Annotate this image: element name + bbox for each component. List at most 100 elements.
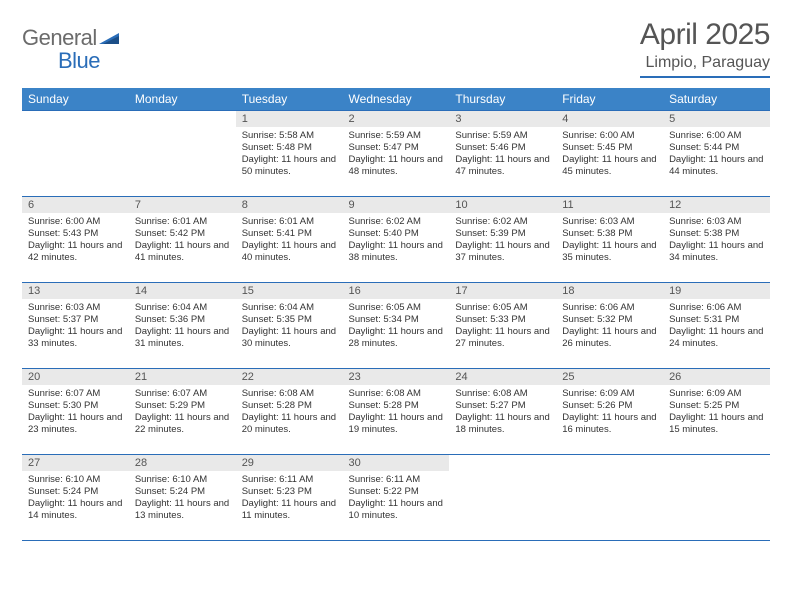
sunset-line: Sunset: 5:28 PM: [242, 400, 337, 412]
daylight-line: Daylight: 11 hours and 14 minutes.: [28, 498, 123, 522]
daylight-line: Daylight: 11 hours and 47 minutes.: [455, 154, 550, 178]
daylight-line: Daylight: 11 hours and 48 minutes.: [349, 154, 444, 178]
sunset-line: Sunset: 5:33 PM: [455, 314, 550, 326]
logo-word2: Blue: [22, 48, 120, 74]
weekday-header: Saturday: [663, 88, 770, 111]
sunset-line: Sunset: 5:30 PM: [28, 400, 123, 412]
calendar-week-row: 27Sunrise: 6:10 AMSunset: 5:24 PMDayligh…: [22, 455, 770, 541]
sunset-line: Sunset: 5:28 PM: [349, 400, 444, 412]
daylight-line: Daylight: 11 hours and 45 minutes.: [562, 154, 657, 178]
sunset-line: Sunset: 5:32 PM: [562, 314, 657, 326]
calendar-table: SundayMondayTuesdayWednesdayThursdayFrid…: [22, 88, 770, 541]
calendar-day-cell: 18Sunrise: 6:06 AMSunset: 5:32 PMDayligh…: [556, 283, 663, 369]
sunset-line: Sunset: 5:24 PM: [28, 486, 123, 498]
day-details: Sunrise: 6:03 AMSunset: 5:37 PMDaylight:…: [22, 299, 129, 354]
day-number: 7: [129, 197, 236, 213]
daylight-line: Daylight: 11 hours and 41 minutes.: [135, 240, 230, 264]
day-details: Sunrise: 6:06 AMSunset: 5:32 PMDaylight:…: [556, 299, 663, 354]
day-details: Sunrise: 5:58 AMSunset: 5:48 PMDaylight:…: [236, 127, 343, 182]
calendar-day-cell: 10Sunrise: 6:02 AMSunset: 5:39 PMDayligh…: [449, 197, 556, 283]
sunset-line: Sunset: 5:25 PM: [669, 400, 764, 412]
calendar-day-cell: 19Sunrise: 6:06 AMSunset: 5:31 PMDayligh…: [663, 283, 770, 369]
sunrise-line: Sunrise: 6:06 AM: [669, 302, 764, 314]
day-details: Sunrise: 6:09 AMSunset: 5:25 PMDaylight:…: [663, 385, 770, 440]
daylight-line: Daylight: 11 hours and 33 minutes.: [28, 326, 123, 350]
sunrise-line: Sunrise: 5:59 AM: [349, 130, 444, 142]
calendar-day-cell: 20Sunrise: 6:07 AMSunset: 5:30 PMDayligh…: [22, 369, 129, 455]
day-number: 17: [449, 283, 556, 299]
daylight-line: Daylight: 11 hours and 40 minutes.: [242, 240, 337, 264]
calendar-day-cell: 2Sunrise: 5:59 AMSunset: 5:47 PMDaylight…: [343, 111, 450, 197]
calendar-day-cell: 3Sunrise: 5:59 AMSunset: 5:46 PMDaylight…: [449, 111, 556, 197]
sunset-line: Sunset: 5:31 PM: [669, 314, 764, 326]
calendar-day-cell: 8Sunrise: 6:01 AMSunset: 5:41 PMDaylight…: [236, 197, 343, 283]
day-number: 23: [343, 369, 450, 385]
calendar-day-cell: 16Sunrise: 6:05 AMSunset: 5:34 PMDayligh…: [343, 283, 450, 369]
daylight-line: Daylight: 11 hours and 22 minutes.: [135, 412, 230, 436]
calendar-empty-cell: [663, 455, 770, 541]
sunset-line: Sunset: 5:44 PM: [669, 142, 764, 154]
calendar-body: 1Sunrise: 5:58 AMSunset: 5:48 PMDaylight…: [22, 111, 770, 541]
day-number: 15: [236, 283, 343, 299]
calendar-day-cell: 30Sunrise: 6:11 AMSunset: 5:22 PMDayligh…: [343, 455, 450, 541]
daylight-line: Daylight: 11 hours and 26 minutes.: [562, 326, 657, 350]
daylight-line: Daylight: 11 hours and 34 minutes.: [669, 240, 764, 264]
day-details: Sunrise: 5:59 AMSunset: 5:47 PMDaylight:…: [343, 127, 450, 182]
calendar-week-row: 6Sunrise: 6:00 AMSunset: 5:43 PMDaylight…: [22, 197, 770, 283]
day-details: Sunrise: 5:59 AMSunset: 5:46 PMDaylight:…: [449, 127, 556, 182]
sunrise-line: Sunrise: 6:02 AM: [455, 216, 550, 228]
weekday-header: Tuesday: [236, 88, 343, 111]
sunset-line: Sunset: 5:27 PM: [455, 400, 550, 412]
sunrise-line: Sunrise: 6:07 AM: [135, 388, 230, 400]
day-details: Sunrise: 6:00 AMSunset: 5:43 PMDaylight:…: [22, 213, 129, 268]
day-number: 4: [556, 111, 663, 127]
sunset-line: Sunset: 5:42 PM: [135, 228, 230, 240]
calendar-day-cell: 14Sunrise: 6:04 AMSunset: 5:36 PMDayligh…: [129, 283, 236, 369]
logo: General Blue: [22, 18, 120, 74]
calendar-empty-cell: [22, 111, 129, 197]
calendar-day-cell: 21Sunrise: 6:07 AMSunset: 5:29 PMDayligh…: [129, 369, 236, 455]
day-details: Sunrise: 6:08 AMSunset: 5:27 PMDaylight:…: [449, 385, 556, 440]
day-number: 19: [663, 283, 770, 299]
daylight-line: Daylight: 11 hours and 16 minutes.: [562, 412, 657, 436]
daylight-line: Daylight: 11 hours and 23 minutes.: [28, 412, 123, 436]
day-details: Sunrise: 6:06 AMSunset: 5:31 PMDaylight:…: [663, 299, 770, 354]
daylight-line: Daylight: 11 hours and 19 minutes.: [349, 412, 444, 436]
weekday-header: Friday: [556, 88, 663, 111]
sunrise-line: Sunrise: 6:10 AM: [135, 474, 230, 486]
sunset-line: Sunset: 5:26 PM: [562, 400, 657, 412]
calendar-day-cell: 9Sunrise: 6:02 AMSunset: 5:40 PMDaylight…: [343, 197, 450, 283]
day-number: 16: [343, 283, 450, 299]
calendar-empty-cell: [556, 455, 663, 541]
day-number: 24: [449, 369, 556, 385]
day-details: Sunrise: 6:04 AMSunset: 5:36 PMDaylight:…: [129, 299, 236, 354]
calendar-day-cell: 28Sunrise: 6:10 AMSunset: 5:24 PMDayligh…: [129, 455, 236, 541]
calendar-day-cell: 13Sunrise: 6:03 AMSunset: 5:37 PMDayligh…: [22, 283, 129, 369]
day-number: 26: [663, 369, 770, 385]
daylight-line: Daylight: 11 hours and 10 minutes.: [349, 498, 444, 522]
day-details: Sunrise: 6:05 AMSunset: 5:33 PMDaylight:…: [449, 299, 556, 354]
day-number: 18: [556, 283, 663, 299]
calendar-empty-cell: [449, 455, 556, 541]
sunset-line: Sunset: 5:29 PM: [135, 400, 230, 412]
sunset-line: Sunset: 5:43 PM: [28, 228, 123, 240]
daylight-line: Daylight: 11 hours and 42 minutes.: [28, 240, 123, 264]
sunset-line: Sunset: 5:48 PM: [242, 142, 337, 154]
calendar-day-cell: 23Sunrise: 6:08 AMSunset: 5:28 PMDayligh…: [343, 369, 450, 455]
daylight-line: Daylight: 11 hours and 30 minutes.: [242, 326, 337, 350]
day-number: 27: [22, 455, 129, 471]
weekday-header: Sunday: [22, 88, 129, 111]
day-number: 8: [236, 197, 343, 213]
calendar-day-cell: 29Sunrise: 6:11 AMSunset: 5:23 PMDayligh…: [236, 455, 343, 541]
weekday-header: Monday: [129, 88, 236, 111]
day-details: Sunrise: 6:05 AMSunset: 5:34 PMDaylight:…: [343, 299, 450, 354]
calendar-day-cell: 27Sunrise: 6:10 AMSunset: 5:24 PMDayligh…: [22, 455, 129, 541]
sunrise-line: Sunrise: 6:03 AM: [28, 302, 123, 314]
sunset-line: Sunset: 5:24 PM: [135, 486, 230, 498]
day-details: Sunrise: 6:02 AMSunset: 5:40 PMDaylight:…: [343, 213, 450, 268]
day-number: 14: [129, 283, 236, 299]
sunrise-line: Sunrise: 5:58 AM: [242, 130, 337, 142]
day-details: Sunrise: 6:01 AMSunset: 5:41 PMDaylight:…: [236, 213, 343, 268]
day-number: 22: [236, 369, 343, 385]
sunset-line: Sunset: 5:34 PM: [349, 314, 444, 326]
